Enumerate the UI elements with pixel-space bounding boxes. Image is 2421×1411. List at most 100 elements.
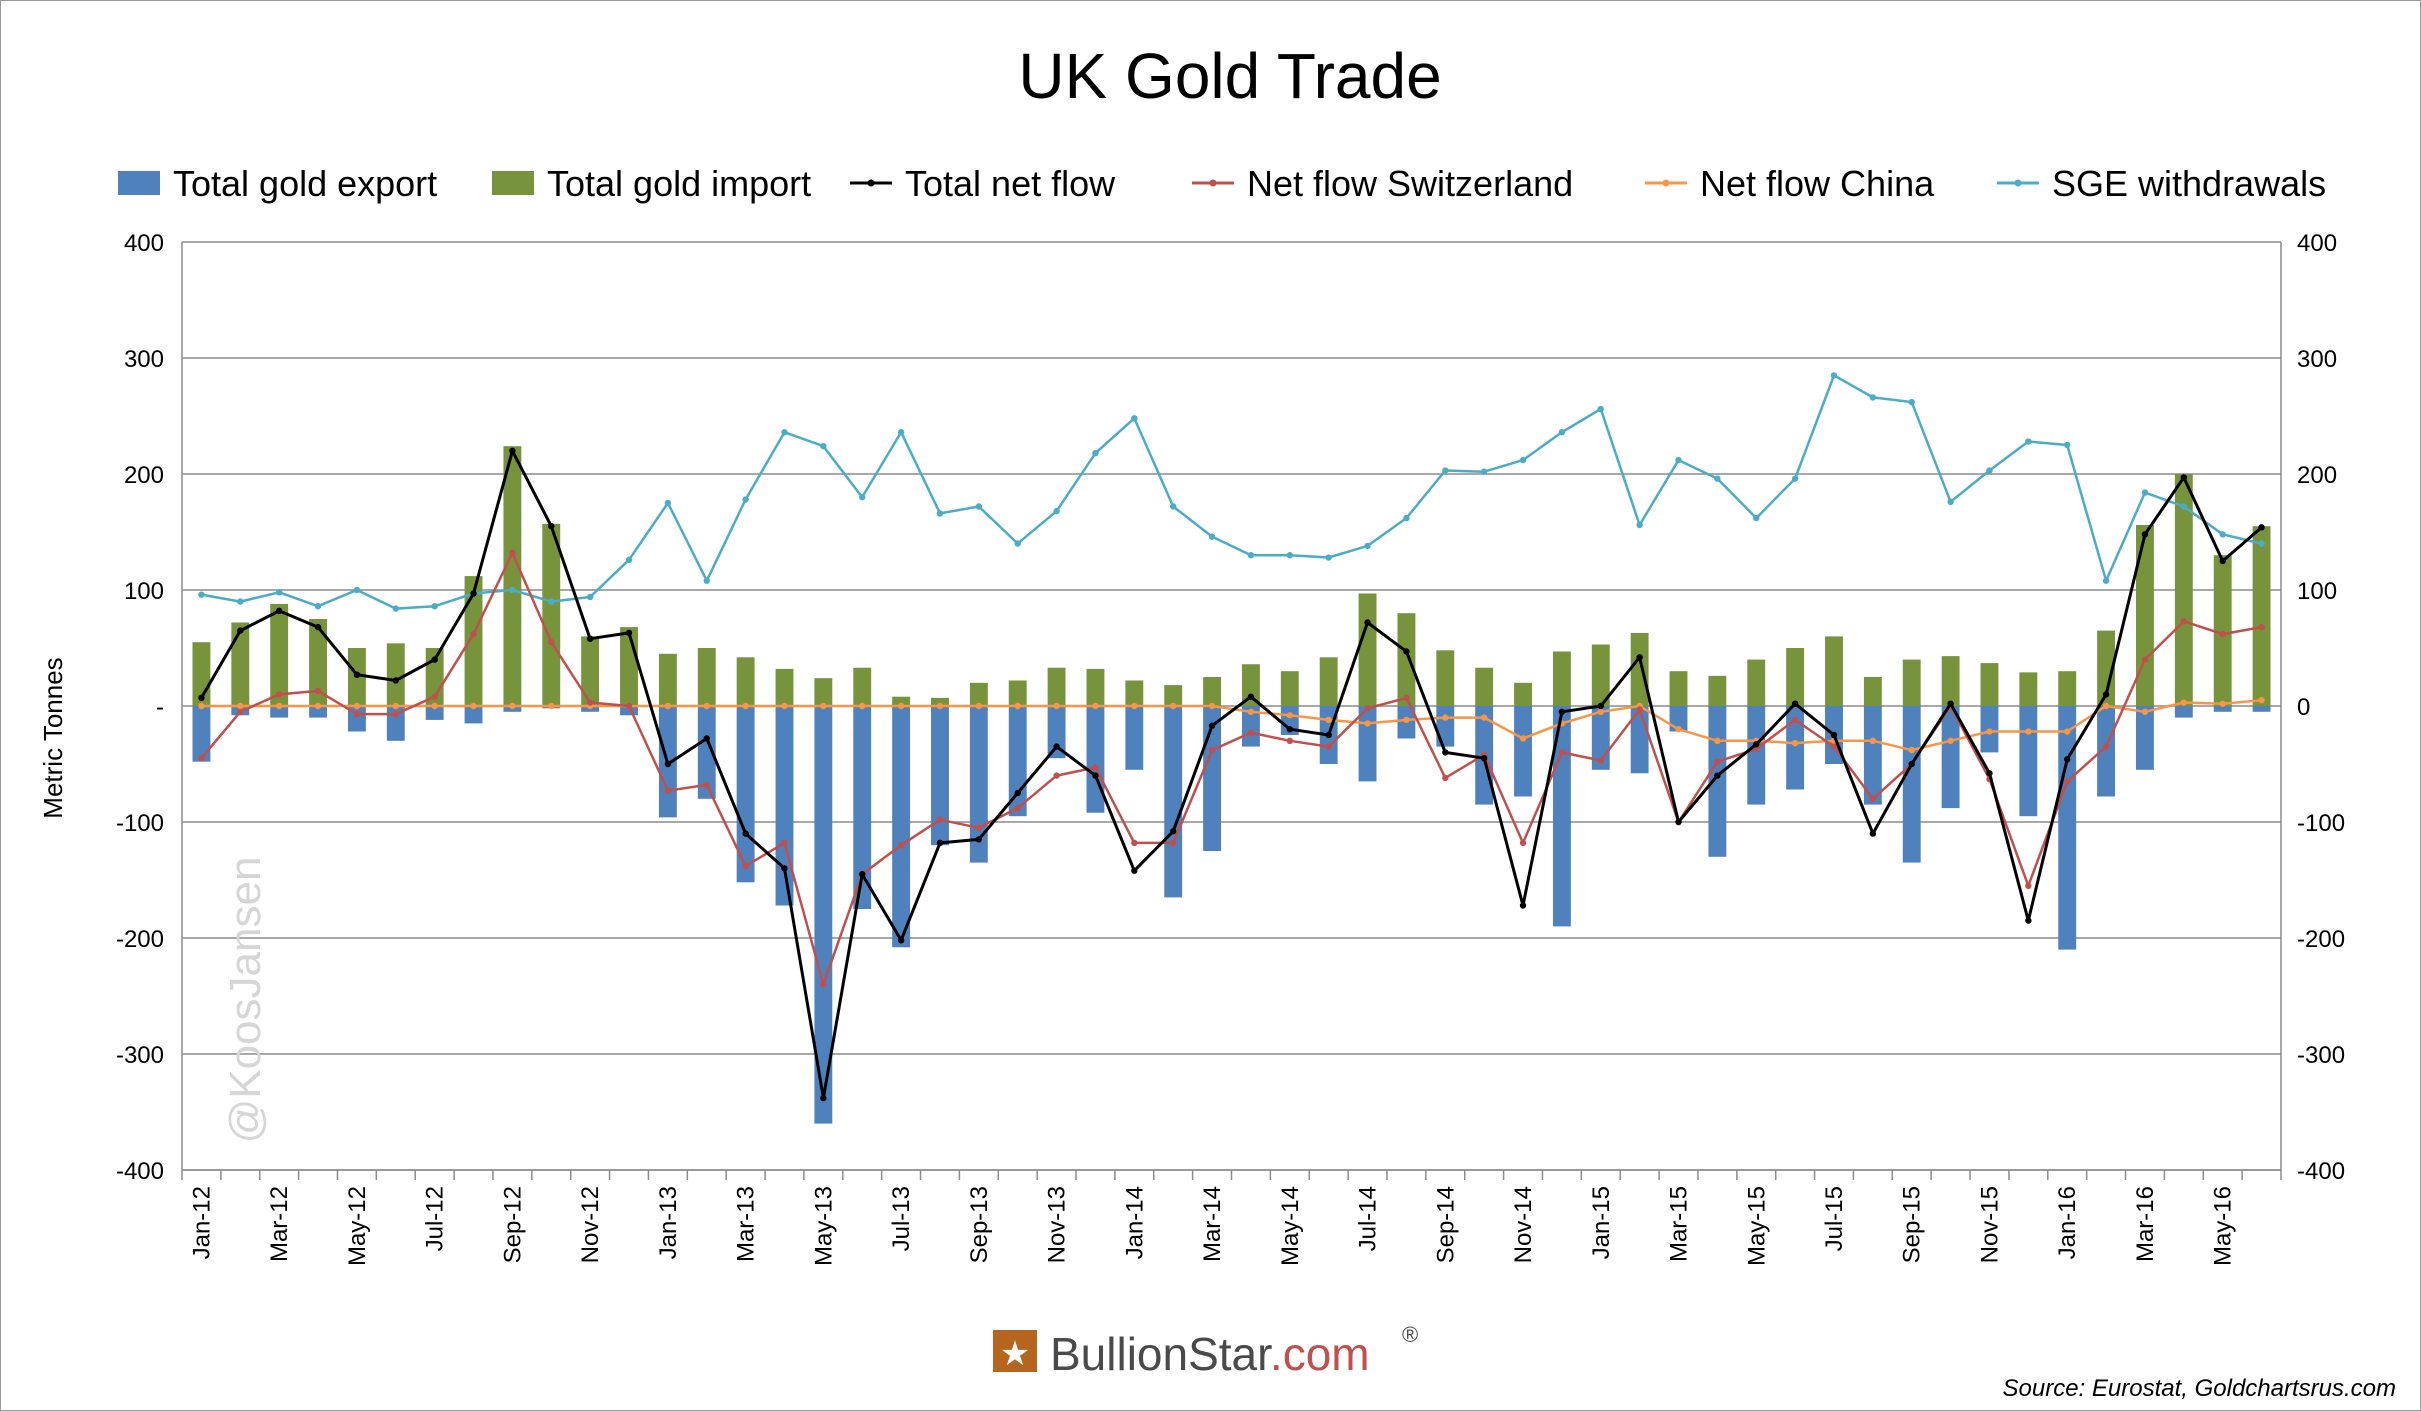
point-sge-withdrawals	[1131, 415, 1138, 422]
point-sge-withdrawals	[353, 586, 361, 594]
bar-total-gold-import	[1475, 667, 1494, 706]
bar-total-gold-export	[2136, 706, 2154, 770]
axes	[181, 242, 2282, 1180]
point-sge-withdrawals	[1169, 503, 1177, 510]
point-net-flow-switzerland	[781, 839, 788, 847]
bar-total-gold-export	[270, 706, 289, 718]
point-net-flow-china	[1947, 737, 1954, 744]
point-sge-withdrawals	[936, 510, 944, 517]
point-net-flow-china	[1986, 728, 1993, 735]
point-net-flow-switzerland	[1830, 743, 1838, 750]
point-net-flow-switzerland	[1053, 772, 1060, 779]
point-sge-withdrawals	[1753, 514, 1760, 522]
bar-total-gold-export	[1902, 706, 1921, 863]
point-net-flow-switzerland	[548, 639, 555, 646]
point-net-flow-china	[275, 702, 283, 710]
point-net-flow-china	[1869, 737, 1877, 744]
bar-total-gold-import	[1280, 671, 1299, 706]
point-net-flow-china	[703, 702, 710, 710]
point-sge-withdrawals	[1286, 552, 1294, 559]
point-sge-withdrawals	[431, 603, 438, 610]
point-total-net-flow	[781, 865, 788, 872]
point-sge-withdrawals	[1714, 475, 1721, 482]
legend-marker-sge-withdrawals	[2014, 179, 2022, 187]
point-sge-withdrawals	[625, 556, 633, 564]
bar-total-gold-export	[1747, 706, 1766, 805]
point-net-flow-china	[1208, 702, 1216, 710]
point-net-flow-china	[1092, 702, 1099, 710]
point-sge-withdrawals	[897, 429, 905, 436]
x-tick-label: Jul-13	[888, 1186, 915, 1251]
bar-total-gold-export	[2058, 706, 2077, 950]
point-total-net-flow	[820, 1094, 827, 1102]
bar-total-gold-export	[892, 706, 911, 948]
bar-total-gold-import	[853, 667, 872, 706]
bar-total-gold-import	[309, 619, 327, 706]
point-total-net-flow	[392, 677, 399, 684]
bar-total-gold-import	[697, 648, 716, 706]
point-net-flow-switzerland	[897, 842, 905, 849]
brand-name: BullionStar.com	[1050, 1328, 1370, 1380]
point-net-flow-china	[1403, 716, 1410, 724]
y2-tick-label: -300	[2297, 1042, 2345, 1069]
bar-total-gold-import	[2252, 526, 2271, 706]
point-net-flow-switzerland	[2141, 656, 2149, 663]
point-sge-withdrawals	[859, 494, 866, 501]
point-sge-withdrawals	[548, 598, 555, 605]
bar-total-gold-import	[1980, 663, 1999, 706]
x-tick-label: Jul-15	[1821, 1186, 1848, 1251]
point-net-flow-switzerland	[1558, 749, 1566, 756]
x-tick-label: May-12	[344, 1186, 371, 1266]
point-sge-withdrawals	[1636, 521, 1643, 529]
point-total-net-flow	[1247, 693, 1255, 700]
bar-total-gold-import	[1436, 650, 1455, 706]
bar-total-gold-import	[1203, 677, 1222, 706]
point-total-net-flow	[2102, 691, 2110, 698]
x-tick-label: Nov-15	[1976, 1186, 2003, 1263]
bar-total-gold-import	[1358, 593, 1377, 706]
point-net-flow-china	[314, 702, 322, 710]
point-net-flow-switzerland	[1364, 705, 1371, 712]
point-net-flow-china	[2064, 728, 2071, 735]
legend-label-net-flow-china: Net flow China	[1700, 163, 1935, 204]
x-tick-label: Mar-15	[1666, 1186, 1693, 1262]
legend-swatch-total-gold-import	[492, 171, 534, 195]
point-total-net-flow	[1636, 654, 1643, 661]
y-tick-label: 100	[124, 578, 164, 605]
legend-label-sge-withdrawals: SGE withdrawals	[2052, 163, 2326, 204]
point-total-net-flow	[1947, 700, 1954, 707]
bar-total-gold-export	[1786, 706, 1805, 790]
line-sge-withdrawals	[201, 374, 2262, 610]
point-net-flow-china	[664, 702, 672, 710]
bar-total-gold-import	[1552, 651, 1571, 706]
point-total-net-flow	[2258, 524, 2265, 531]
point-sge-withdrawals	[1675, 456, 1682, 464]
bar-total-gold-import	[2019, 672, 2038, 706]
bar-total-gold-export	[2097, 706, 2116, 797]
bar-total-gold-export	[620, 706, 638, 716]
y-tick-labels: 400 300 200 100 - -100 -200 -300 -400	[116, 230, 164, 1185]
bar-total-gold-import	[969, 682, 988, 706]
bar-total-gold-export	[969, 706, 988, 863]
bar-total-gold-import	[1514, 682, 1532, 706]
bar-total-gold-import	[1902, 659, 1921, 706]
point-total-net-flow	[353, 671, 361, 678]
point-sge-withdrawals	[1325, 554, 1332, 561]
bar-total-gold-export	[853, 706, 872, 909]
y2-tick-label: 100	[2297, 578, 2337, 605]
point-sge-withdrawals	[1480, 468, 1488, 475]
point-sge-withdrawals	[781, 429, 788, 436]
point-sge-withdrawals	[1208, 533, 1216, 540]
point-net-flow-switzerland	[2258, 623, 2265, 631]
point-sge-withdrawals	[742, 496, 749, 503]
point-total-net-flow	[1364, 619, 1371, 626]
point-total-net-flow	[664, 760, 672, 768]
point-sge-withdrawals	[1908, 398, 1915, 406]
y-tick-label: 300	[124, 346, 164, 373]
y2-tick-label: -200	[2297, 926, 2345, 953]
bar-total-gold-import	[736, 657, 755, 706]
point-total-net-flow	[1869, 830, 1877, 837]
point-net-flow-switzerland	[1791, 716, 1799, 724]
point-total-net-flow	[1286, 726, 1294, 733]
point-sge-withdrawals	[1558, 429, 1566, 436]
